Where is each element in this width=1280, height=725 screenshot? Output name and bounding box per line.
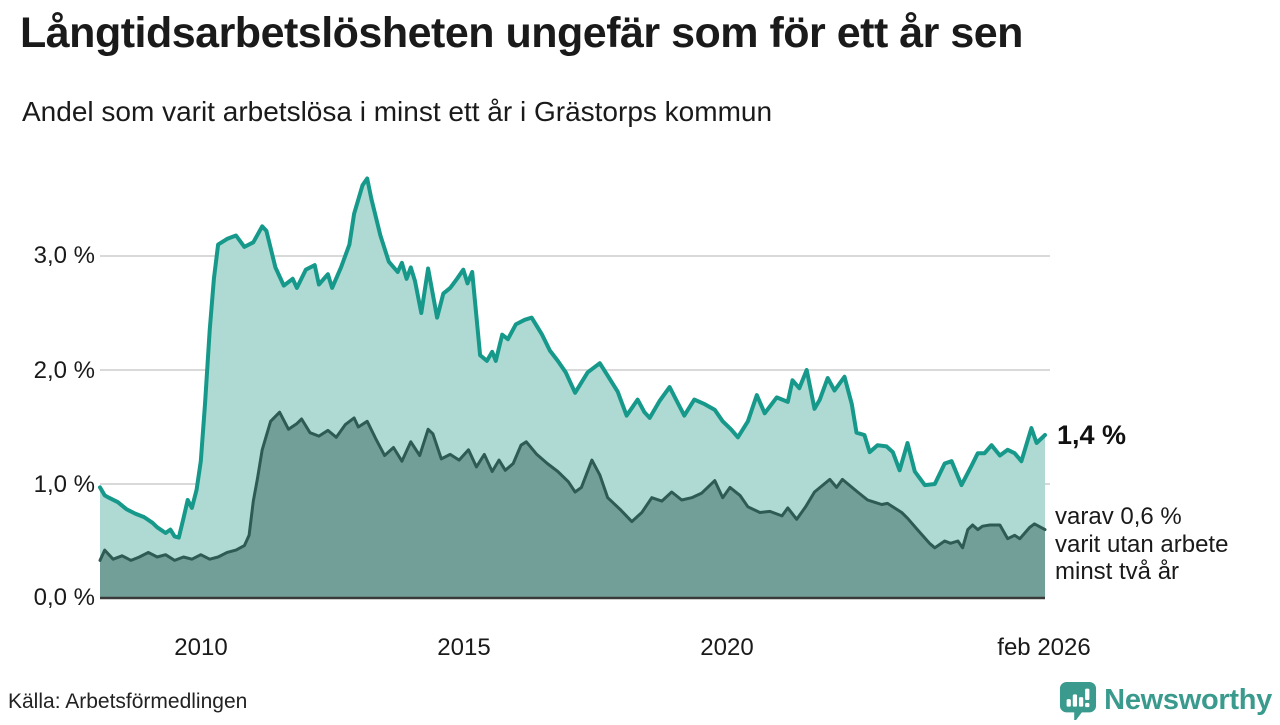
subset-annotation-line2: varit utan arbete — [1055, 530, 1229, 558]
subset-annotation-line1: varav 0,6 % — [1055, 503, 1182, 530]
y-tick-0: 0,0 % — [33, 584, 95, 611]
x-tick-2020: 2020 — [700, 634, 754, 661]
x-tick-feb2026: feb 2026 — [997, 634, 1091, 661]
x-tick-2010: 2010 — [174, 634, 228, 661]
subset-annotation-line3: minst två år — [1055, 558, 1180, 585]
source-note: Källa: Arbetsförmedlingen — [8, 690, 248, 713]
page-subtitle: Andel som varit arbetslösa i minst ett å… — [22, 96, 773, 127]
series-1-line — [98, 176, 1047, 540]
y-tick-2: 2,0 % — [33, 357, 95, 384]
newsworthy-logo: Newsworthy — [1059, 681, 1272, 720]
latest-value-label: 1,4 % — [1057, 420, 1127, 450]
series-2-area — [100, 412, 1045, 598]
subset-annotation: varav 0,6 % varit utan arbete minst två … — [1055, 503, 1228, 586]
x-tick-2015: 2015 — [437, 634, 491, 661]
newsworthy-bubble-chart-icon — [1059, 681, 1097, 720]
y-tick-3: 3,0 % — [33, 242, 95, 269]
series-2-line — [98, 410, 1047, 562]
page-title: Långtidsarbetslösheten ungefär som för e… — [20, 9, 1023, 57]
y-tick-1: 1,0 % — [33, 471, 95, 498]
newsworthy-wordmark: Newsworthy — [1104, 684, 1272, 716]
